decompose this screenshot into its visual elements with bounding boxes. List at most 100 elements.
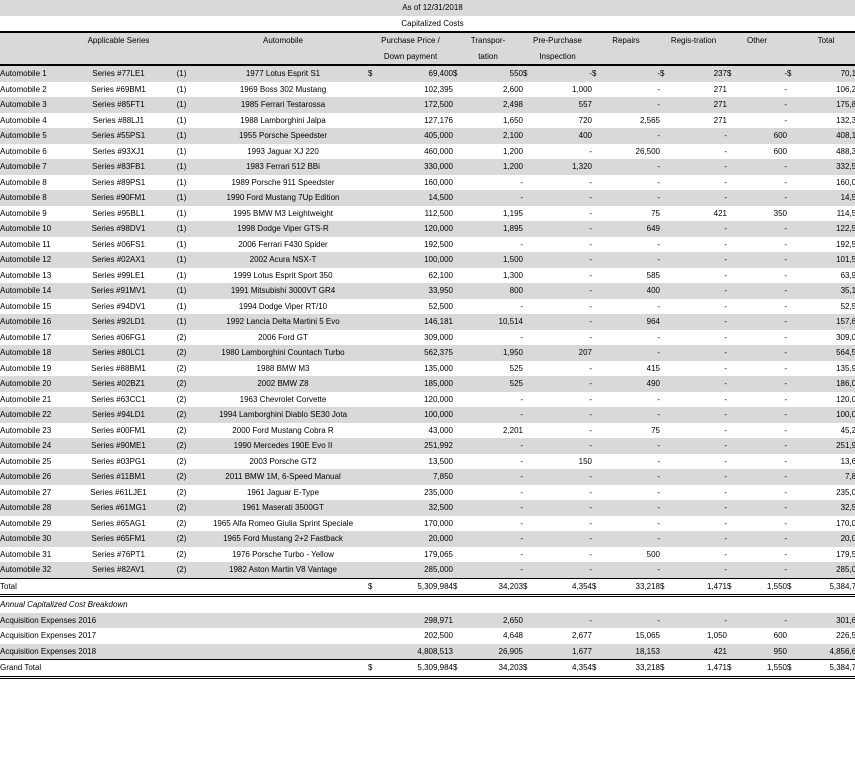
cell-auto-label: Automobile 16 <box>0 314 72 330</box>
table-row[interactable]: Automobile 14 Series #91MV1 (1) 1991 Mitsub… <box>0 283 855 299</box>
cell-repairs: 500 <box>605 546 660 562</box>
table-row[interactable]: Automobile 30 Series #65FM1 (2) 1965 Ford M… <box>0 531 855 547</box>
cell-purchase: 7,850 <box>381 469 453 485</box>
cell-automobile: 1980 Lamborghini Countach Turbo <box>198 345 368 361</box>
cell-other: - <box>740 562 787 578</box>
table-row[interactable]: Automobile 6 Series #93XJ1 (1) 1993 Jaguar … <box>0 143 855 159</box>
cell-currency-symbol-total <box>787 298 800 314</box>
cell-purchase: 179,065 <box>381 546 453 562</box>
table-row[interactable]: Automobile 26 Series #11BM1 (2) 2011 BMW 1M… <box>0 469 855 485</box>
table-row[interactable]: Automobile 9 Series #95BL1 (1) 1995 BMW M3 … <box>0 205 855 221</box>
cell-currency-symbol-other <box>727 143 740 159</box>
table-row[interactable]: Automobile 8 Series #90FM1 (1) 1990 Ford Mu… <box>0 190 855 206</box>
table-row[interactable]: Automobile 27 Series #61LJE1 (2) 1961 Jagua… <box>0 484 855 500</box>
cell-auto-label: Automobile 31 <box>0 546 72 562</box>
cell-automobile: 1983 Ferrari 512 BBi <box>198 159 368 175</box>
cell-repairs: - <box>605 345 660 361</box>
cell-currency-symbol-transport <box>453 174 466 190</box>
table-row[interactable]: Automobile 3 Series #85FT1 (1) 1985 Ferrari… <box>0 97 855 113</box>
table-row[interactable]: Automobile 24 Series #90ME1 (2) 1990 Merced… <box>0 438 855 454</box>
col-header-transport-line1: Transpor- <box>453 31 523 49</box>
cell-repairs: - <box>605 97 660 113</box>
table-row[interactable]: Automobile 13 Series #99LE1 (1) 1999 Lotus … <box>0 267 855 283</box>
cell-currency-symbol-repairs <box>592 453 605 469</box>
cell-series: Series #61MG1 <box>72 500 165 516</box>
table-row[interactable]: Automobile 18 Series #80LC1 (2) 1980 Lambor… <box>0 345 855 361</box>
grand-total-currency-symbol-other: $ <box>727 659 740 679</box>
cell-automobile: 1985 Ferrari Testarossa <box>198 97 368 113</box>
table-row[interactable]: Automobile 31 Series #76PT1 (2) 1976 Porsch… <box>0 546 855 562</box>
cell-note: (1) <box>165 221 198 237</box>
cell-transport: - <box>466 484 523 500</box>
table-row[interactable]: Automobile 11 Series #06FS1 (1) 2006 Ferrar… <box>0 236 855 252</box>
cell-currency-symbol-inspection <box>523 252 536 268</box>
cell-inspection: 1,320 <box>536 159 592 175</box>
cell-note: (2) <box>165 562 198 578</box>
cell-transport: 550 <box>466 65 523 82</box>
table-row[interactable]: Automobile 7 Series #83FB1 (1) 1983 Ferrari… <box>0 159 855 175</box>
table-row[interactable]: Automobile 19 Series #88BM1 (2) 1988 BMW M3… <box>0 360 855 376</box>
cell-automobile: 1965 Alfa Romeo Giulia Sprint Speciale <box>198 515 368 531</box>
table-row[interactable]: Automobile 15 Series #94DV1 (1) 1994 Dodge … <box>0 298 855 314</box>
cell-automobile: 2002 Acura NSX-T <box>198 252 368 268</box>
table-row[interactable]: Automobile 12 Series #02AX1 (1) 2002 Acura … <box>0 252 855 268</box>
cell-registration: 271 <box>673 81 727 97</box>
total-purchase: 5,309,984 <box>381 577 453 597</box>
cell-currency-symbol-other <box>727 531 740 547</box>
cell-currency-symbol-registration <box>660 562 673 578</box>
cell-inspection: - <box>536 546 592 562</box>
cell-currency-symbol-total <box>787 515 800 531</box>
table-row[interactable]: Automobile 25 Series #03PG1 (2) 2003 Porsch… <box>0 453 855 469</box>
as-of-band: As of 12/31/2018 <box>0 0 855 16</box>
total-currency-symbol-purchase: $ <box>368 577 381 597</box>
col-header-purchase-line1: Purchase Price / <box>368 31 453 49</box>
table-row[interactable]: Automobile 20 Series #02BZ1 (2) 2002 BMW Z8… <box>0 376 855 392</box>
table-row[interactable]: Automobile 28 Series #61MG1 (2) 1961 Masera… <box>0 500 855 516</box>
table-row[interactable]: Automobile 2 Series #69BM1 (1) 1969 Boss 30… <box>0 81 855 97</box>
cell-currency-symbol-registration <box>660 174 673 190</box>
table-row[interactable]: Automobile 17 Series #06FG1 (2) 2006 Ford G… <box>0 329 855 345</box>
table-row[interactable]: Automobile 23 Series #00FM1 (2) 2000 Ford M… <box>0 422 855 438</box>
cell-currency-symbol-inspection <box>523 515 536 531</box>
cell-currency-symbol-other <box>727 345 740 361</box>
cell-inspection: - <box>536 407 592 423</box>
cell-transport: - <box>466 391 523 407</box>
cell-currency-symbol-other <box>727 283 740 299</box>
cell-currency-symbol-total <box>787 81 800 97</box>
cell-auto-label: Automobile 32 <box>0 562 72 578</box>
cell-currency-symbol-purchase <box>368 128 381 144</box>
table-row[interactable]: Automobile 10 Series #98DV1 (1) 1998 Dodge … <box>0 221 855 237</box>
cell-currency-symbol-purchase <box>368 484 381 500</box>
table-row[interactable]: Automobile 4 Series #88LJ1 (1) 1988 Lamborg… <box>0 112 855 128</box>
cell-currency-symbol-inspection <box>523 422 536 438</box>
table-row[interactable]: Automobile 22 Series #94LD1 (2) 1994 Lambor… <box>0 407 855 423</box>
breakdown-currency-symbol-total <box>787 612 800 628</box>
table-row[interactable]: Automobile 32 Series #82AV1 (2) 1982 Aston … <box>0 562 855 578</box>
table-row[interactable]: Automobile 21 Series #63CC1 (2) 1963 Chevro… <box>0 391 855 407</box>
table-row[interactable]: Automobile 1 Series #77LE1 (1) 1977 Lotus E… <box>0 65 855 82</box>
breakdown-row[interactable]: Acquisition Expenses 2017 202,500 4,648 2,6… <box>0 628 855 644</box>
breakdown-row[interactable]: Acquisition Expenses 2018 4,808,513 26,905… <box>0 643 855 660</box>
breakdown-row[interactable]: Acquisition Expenses 2016 298,971 2,650- - -… <box>0 612 855 628</box>
grand-total-currency-symbol-total: $ <box>787 659 800 679</box>
cell-automobile: 1989 Porsche 911 Speedster <box>198 174 368 190</box>
cell-transport: 800 <box>466 283 523 299</box>
cell-currency-symbol-total <box>787 562 800 578</box>
col-header-inspection-line1: Pre-Purchase <box>523 31 592 49</box>
cell-inspection: - <box>536 531 592 547</box>
total-label: Total <box>0 577 72 597</box>
table-row[interactable]: Automobile 5 Series #55PS1 (1) 1955 Porsche… <box>0 128 855 144</box>
cell-note: (1) <box>165 65 198 82</box>
cell-transport: - <box>466 515 523 531</box>
table-row[interactable]: Automobile 16 Series #92LD1 (1) 1992 Lancia… <box>0 314 855 330</box>
table-row[interactable]: Automobile 8 Series #89PS1 (1) 1989 Porsche… <box>0 174 855 190</box>
table-row[interactable]: Automobile 29 Series #65AG1 (2) 1965 Alfa R… <box>0 515 855 531</box>
cell-series: Series #65AG1 <box>72 515 165 531</box>
cell-currency-symbol-total <box>787 236 800 252</box>
breakdown-transport: 4,648 <box>466 628 523 644</box>
cell-auto-label: Automobile 10 <box>0 221 72 237</box>
cell-currency-symbol-other <box>727 190 740 206</box>
cell-repairs: - <box>605 453 660 469</box>
cell-total: 488,300 <box>800 143 855 159</box>
cell-currency-symbol-registration <box>660 236 673 252</box>
